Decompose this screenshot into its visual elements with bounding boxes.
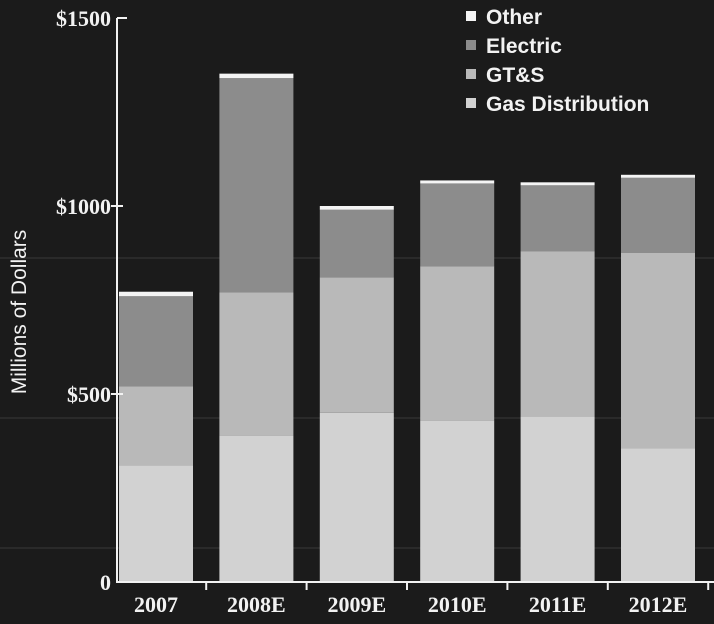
bar-segment-other-2009e <box>319 206 394 210</box>
x-tick-label: 2008E <box>227 592 286 617</box>
bar-segment-gt-s-2007 <box>119 386 193 466</box>
legend-label: Other <box>486 6 542 29</box>
y-axis-title: Millions of Dollars <box>8 230 31 395</box>
bar-segment-gas-distribution-2012e <box>621 448 695 582</box>
bar-segment-gas-distribution-2011e <box>520 416 595 582</box>
legend-label: Electric <box>486 35 562 58</box>
x-tick-label: 2010E <box>428 592 487 617</box>
bar-segment-other-2008e <box>219 73 294 79</box>
bar-segment-gas-distribution-2010e <box>420 420 495 582</box>
bar-segment-other-2007 <box>119 291 193 297</box>
bar-segment-gas-distribution-2008e <box>219 435 294 582</box>
bar-segment-gas-distribution-2009e <box>319 412 394 582</box>
bar-segment-other-2012e <box>621 174 695 178</box>
bar-segment-other-2011e <box>520 182 595 186</box>
legend-label: GT&S <box>486 64 544 87</box>
y-tick-label: $1500 <box>56 6 111 31</box>
y-tick-label: $500 <box>67 382 111 407</box>
x-tick-label: 2009E <box>327 592 386 617</box>
legend-label: Gas Distribution <box>486 93 649 116</box>
x-tick-label: 2011E <box>529 592 586 617</box>
bar-segment-electric-2010e <box>420 183 495 267</box>
bar-segment-gt-s-2010e <box>420 266 495 421</box>
bar-segment-electric-2009e <box>319 209 394 278</box>
legend-swatch-electric <box>466 40 476 50</box>
bar-segment-gt-s-2011e <box>520 251 595 417</box>
bar-segment-electric-2011e <box>520 185 595 252</box>
x-tick-label: 2012E <box>629 592 688 617</box>
legend-swatch-gas-distribution <box>466 98 476 108</box>
bar-segment-gt-s-2008e <box>219 292 294 436</box>
bar-segment-gt-s-2009e <box>319 277 394 413</box>
legend-swatch-gt-s <box>466 69 476 79</box>
bar-segment-electric-2012e <box>621 177 695 253</box>
x-tick-label: 2007 <box>134 592 178 617</box>
bar-segment-gt-s-2012e <box>621 253 695 449</box>
y-tick-label: 0 <box>100 570 111 595</box>
bar-segment-electric-2008e <box>219 78 294 293</box>
legend-swatch-other <box>466 11 476 21</box>
bar-segment-electric-2007 <box>119 296 193 387</box>
bar-segment-other-2010e <box>420 180 495 184</box>
bar-segment-gas-distribution-2007 <box>119 465 193 582</box>
y-tick-label: $1000 <box>56 194 111 219</box>
